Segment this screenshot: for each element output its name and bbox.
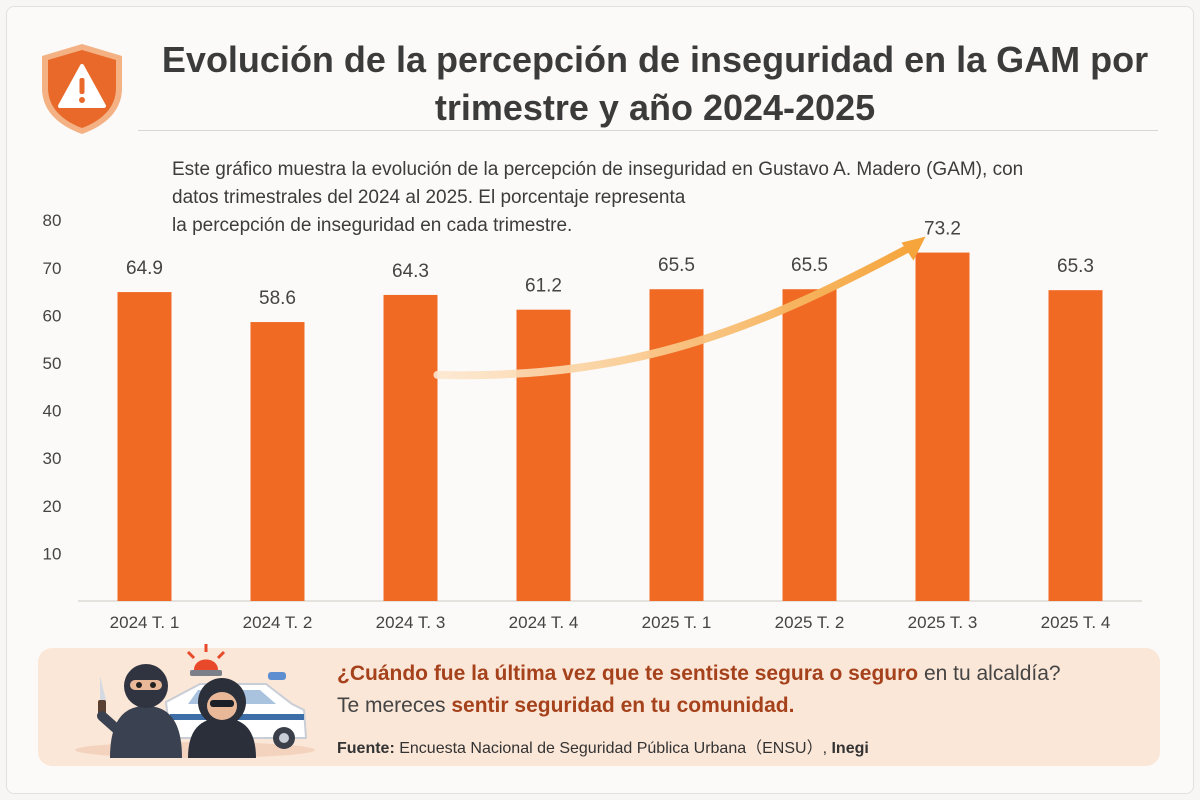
bar: [649, 289, 704, 601]
callout-line2-start: Te mereces: [337, 694, 452, 717]
trend-arrow: [433, 236, 926, 380]
x-tick-label: 2024 T. 1: [110, 613, 180, 632]
title-divider: [138, 130, 1158, 131]
bar: [782, 289, 837, 601]
trend-arrow-head: [901, 236, 926, 261]
value-label: 64.3: [392, 261, 429, 282]
value-label: 73.2: [924, 219, 961, 240]
bar: [1048, 290, 1103, 601]
source-note: Fuente: Encuesta Nacional de Seguridad P…: [337, 734, 1152, 758]
callout-question-highlight: ¿Cuándo fue la última vez que te sentist…: [337, 662, 919, 685]
bar: [383, 294, 438, 601]
value-label: 61.2: [525, 276, 562, 297]
y-tick-label: 50: [43, 354, 62, 373]
bars: [117, 252, 1103, 601]
warning-shield-icon: [42, 44, 122, 134]
y-axis: 10 20 30 40 50 60 70 80: [43, 211, 62, 563]
description-line-2: datos trimestrales del 2024 al 2025. El …: [172, 187, 686, 208]
description-line-3: la percepción de inseguridad en cada tri…: [172, 215, 573, 236]
y-tick-label: 10: [43, 544, 62, 563]
y-tick-label: 40: [43, 402, 62, 421]
chart-description: Este gráfico muestra la evolución de la …: [172, 156, 1132, 240]
bar: [915, 252, 970, 601]
x-tick-label: 2025 T. 2: [775, 613, 845, 632]
bar: [117, 292, 172, 601]
title-line-2: trimestre y año 2024-2025: [434, 87, 876, 128]
x-tick-label: 2025 T. 4: [1041, 613, 1111, 632]
description-line-1: Este gráfico muestra la evolución de la …: [172, 159, 1024, 180]
callout-question-rest: en tu alcaldía?: [918, 662, 1061, 685]
masked-criminal-icon: [97, 664, 182, 758]
siren-icon: [186, 644, 226, 676]
x-tick-label: 2024 T. 4: [509, 613, 579, 632]
x-tick-label: 2025 T. 1: [642, 613, 712, 632]
value-label: 65.5: [791, 255, 828, 276]
x-axis: 2024 T. 1 2024 T. 2 2024 T. 3 2024 T. 4 2025…: [78, 600, 1142, 632]
callout-question: ¿Cuándo fue la última vez que te sentist…: [337, 658, 1152, 722]
callout-line-2: Te mereces sentir seguridad en tu comuni…: [337, 690, 1152, 722]
value-label: 58.6: [259, 288, 296, 309]
y-tick-label: 60: [43, 306, 62, 325]
callout-line2-highlight: sentir seguridad en tu comunidad.: [451, 694, 795, 717]
chart-title: Evolución de la percepción de insegurida…: [150, 36, 1160, 132]
value-label: 64.9: [126, 258, 163, 279]
x-tick-label: 2024 T. 2: [243, 613, 313, 632]
bar: [250, 322, 305, 601]
trend-arrow-line: [433, 242, 916, 380]
criminals-police-illustration: [75, 644, 315, 758]
y-tick-label: 80: [43, 211, 62, 230]
title-line-1: Evolución de la percepción de insegurida…: [161, 39, 1149, 80]
hooded-criminal-icon: [188, 678, 256, 758]
bar: [516, 309, 571, 601]
y-tick-label: 30: [43, 449, 62, 468]
value-labels: 64.9 58.6 64.3 61.2 65.5 65.5 73.2 65.3: [126, 219, 1094, 309]
y-tick-label: 20: [43, 497, 62, 516]
callout-line-1: ¿Cuándo fue la última vez que te sentist…: [337, 658, 1152, 690]
x-tick-label: 2024 T. 3: [376, 613, 446, 632]
y-tick-label: 70: [43, 259, 62, 278]
source-text: Encuesta Nacional de Seguridad Pública U…: [394, 740, 832, 757]
value-label: 65.5: [658, 255, 695, 276]
value-label: 65.3: [1057, 256, 1094, 277]
x-tick-label: 2025 T. 3: [908, 613, 978, 632]
source-org: Inegi: [831, 740, 869, 757]
source-label: Fuente:: [337, 740, 395, 757]
